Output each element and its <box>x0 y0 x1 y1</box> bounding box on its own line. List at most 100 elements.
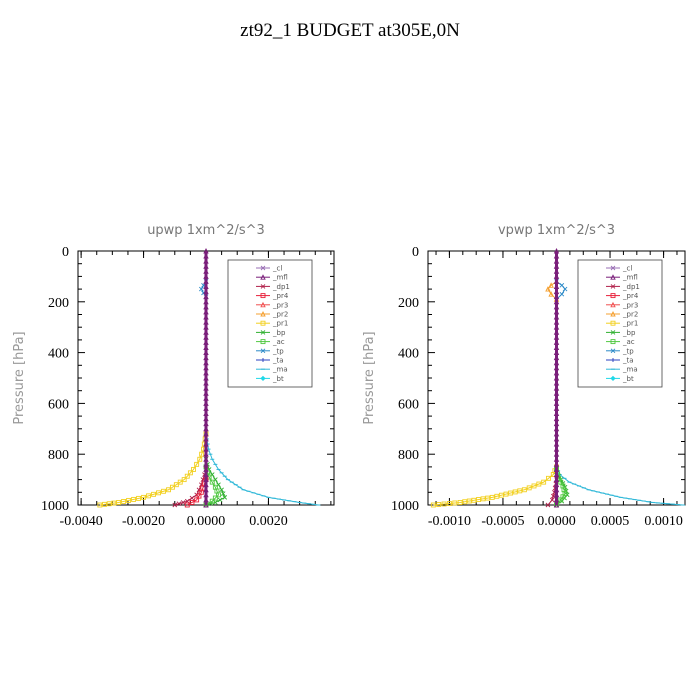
legend-label: _bt <box>272 375 284 383</box>
data-point <box>462 499 468 505</box>
data-point <box>545 286 551 292</box>
data-point <box>203 268 209 274</box>
data-point <box>512 489 518 495</box>
legend-marker <box>610 274 616 280</box>
legend-item: _tp <box>256 347 284 355</box>
data-point <box>545 502 551 508</box>
data-point <box>553 476 560 483</box>
data-point <box>553 481 560 488</box>
data-point <box>553 471 560 477</box>
data-point <box>553 385 560 391</box>
data-point <box>553 395 560 401</box>
data-point <box>180 500 186 505</box>
data-point <box>203 349 209 356</box>
data-point <box>541 479 547 485</box>
data-point <box>441 501 447 507</box>
data-point <box>553 339 560 345</box>
data-point <box>203 415 209 422</box>
chart-panel-1: upwp 1xm^2/s^3 Pressure [hPa] 0 200 400 600 80… <box>12 223 335 529</box>
legend-label: _cl <box>622 265 632 273</box>
figure-title: zt92_1 BUDGET at305E,0N <box>240 20 460 41</box>
data-point <box>189 495 195 501</box>
data-point <box>219 487 224 493</box>
data-point <box>203 263 209 269</box>
data-point <box>203 471 209 477</box>
data-point <box>169 484 175 490</box>
series-line <box>433 466 557 506</box>
data-point <box>476 497 481 503</box>
legend-marker <box>260 265 266 271</box>
data-point <box>203 395 209 401</box>
legend-label: _ta <box>622 357 634 365</box>
data-point <box>553 349 560 356</box>
data-point <box>203 481 209 488</box>
data-point <box>203 400 209 406</box>
data-point <box>151 491 157 497</box>
y-tick-label: 400 <box>48 347 69 362</box>
data-point <box>102 501 107 507</box>
data-point <box>553 491 560 498</box>
data-point <box>430 502 436 508</box>
data-point <box>203 369 209 376</box>
legend-label: _pr2 <box>622 311 638 319</box>
data-point <box>203 435 209 442</box>
data-point <box>196 487 202 493</box>
legend-label: _pr1 <box>272 320 288 328</box>
data-point <box>489 494 495 500</box>
legend-marker <box>610 320 616 326</box>
data-point <box>199 451 205 457</box>
legend-marker <box>260 348 266 354</box>
data-point <box>203 278 209 284</box>
legend-item: _pr1 <box>256 320 288 328</box>
series-mfl <box>203 247 209 508</box>
data-point <box>553 359 560 366</box>
data-point <box>203 283 209 290</box>
legend-marker <box>610 375 616 382</box>
legend-label: _dp1 <box>622 283 640 291</box>
data-point <box>526 485 532 491</box>
data-point <box>203 247 209 254</box>
data-point <box>106 501 112 507</box>
data-point <box>222 495 228 500</box>
legend-label: _pr4 <box>622 292 639 300</box>
data-point <box>553 263 560 269</box>
data-point <box>184 498 190 504</box>
y-tick-label: 200 <box>398 296 419 311</box>
legend-label: _ma <box>622 366 638 374</box>
data-point <box>553 461 560 467</box>
data-point <box>203 385 209 391</box>
legend-item: _pr4 <box>256 292 289 300</box>
data-point <box>181 477 187 483</box>
legend-label: _ta <box>272 357 284 365</box>
data-point <box>173 482 179 488</box>
data-point <box>553 390 560 396</box>
legend-label: _bp <box>272 329 286 337</box>
series-pr1 <box>430 464 559 508</box>
legend-item: _dp1 <box>256 283 290 291</box>
data-point <box>203 293 209 300</box>
data-point <box>550 493 556 499</box>
legend-item: _pr4 <box>606 292 639 300</box>
data-point <box>457 500 463 505</box>
data-point <box>203 446 209 452</box>
legend-item: _pr3 <box>256 301 288 309</box>
data-point <box>203 374 209 381</box>
data-point <box>480 496 486 502</box>
legend-item: _bp <box>606 329 636 337</box>
data-point <box>553 501 560 508</box>
chart-panel-2: vpwp 1xm^2/s^3 Pressure [hPa] 0 200 400 600 80… <box>362 223 686 529</box>
y-tick-label: 1000 <box>391 499 419 514</box>
data-point <box>553 298 560 305</box>
data-point <box>553 369 560 376</box>
legend-item: _pr1 <box>606 320 638 328</box>
y-tick-label: 1000 <box>41 499 69 514</box>
y-tick-label: 200 <box>48 296 69 311</box>
data-point <box>172 502 178 508</box>
data-point <box>203 303 209 310</box>
data-point <box>553 329 560 335</box>
data-point <box>531 483 537 489</box>
legend-marker <box>610 330 616 335</box>
legend-item: _mfl <box>256 274 288 282</box>
data-point <box>203 461 209 467</box>
